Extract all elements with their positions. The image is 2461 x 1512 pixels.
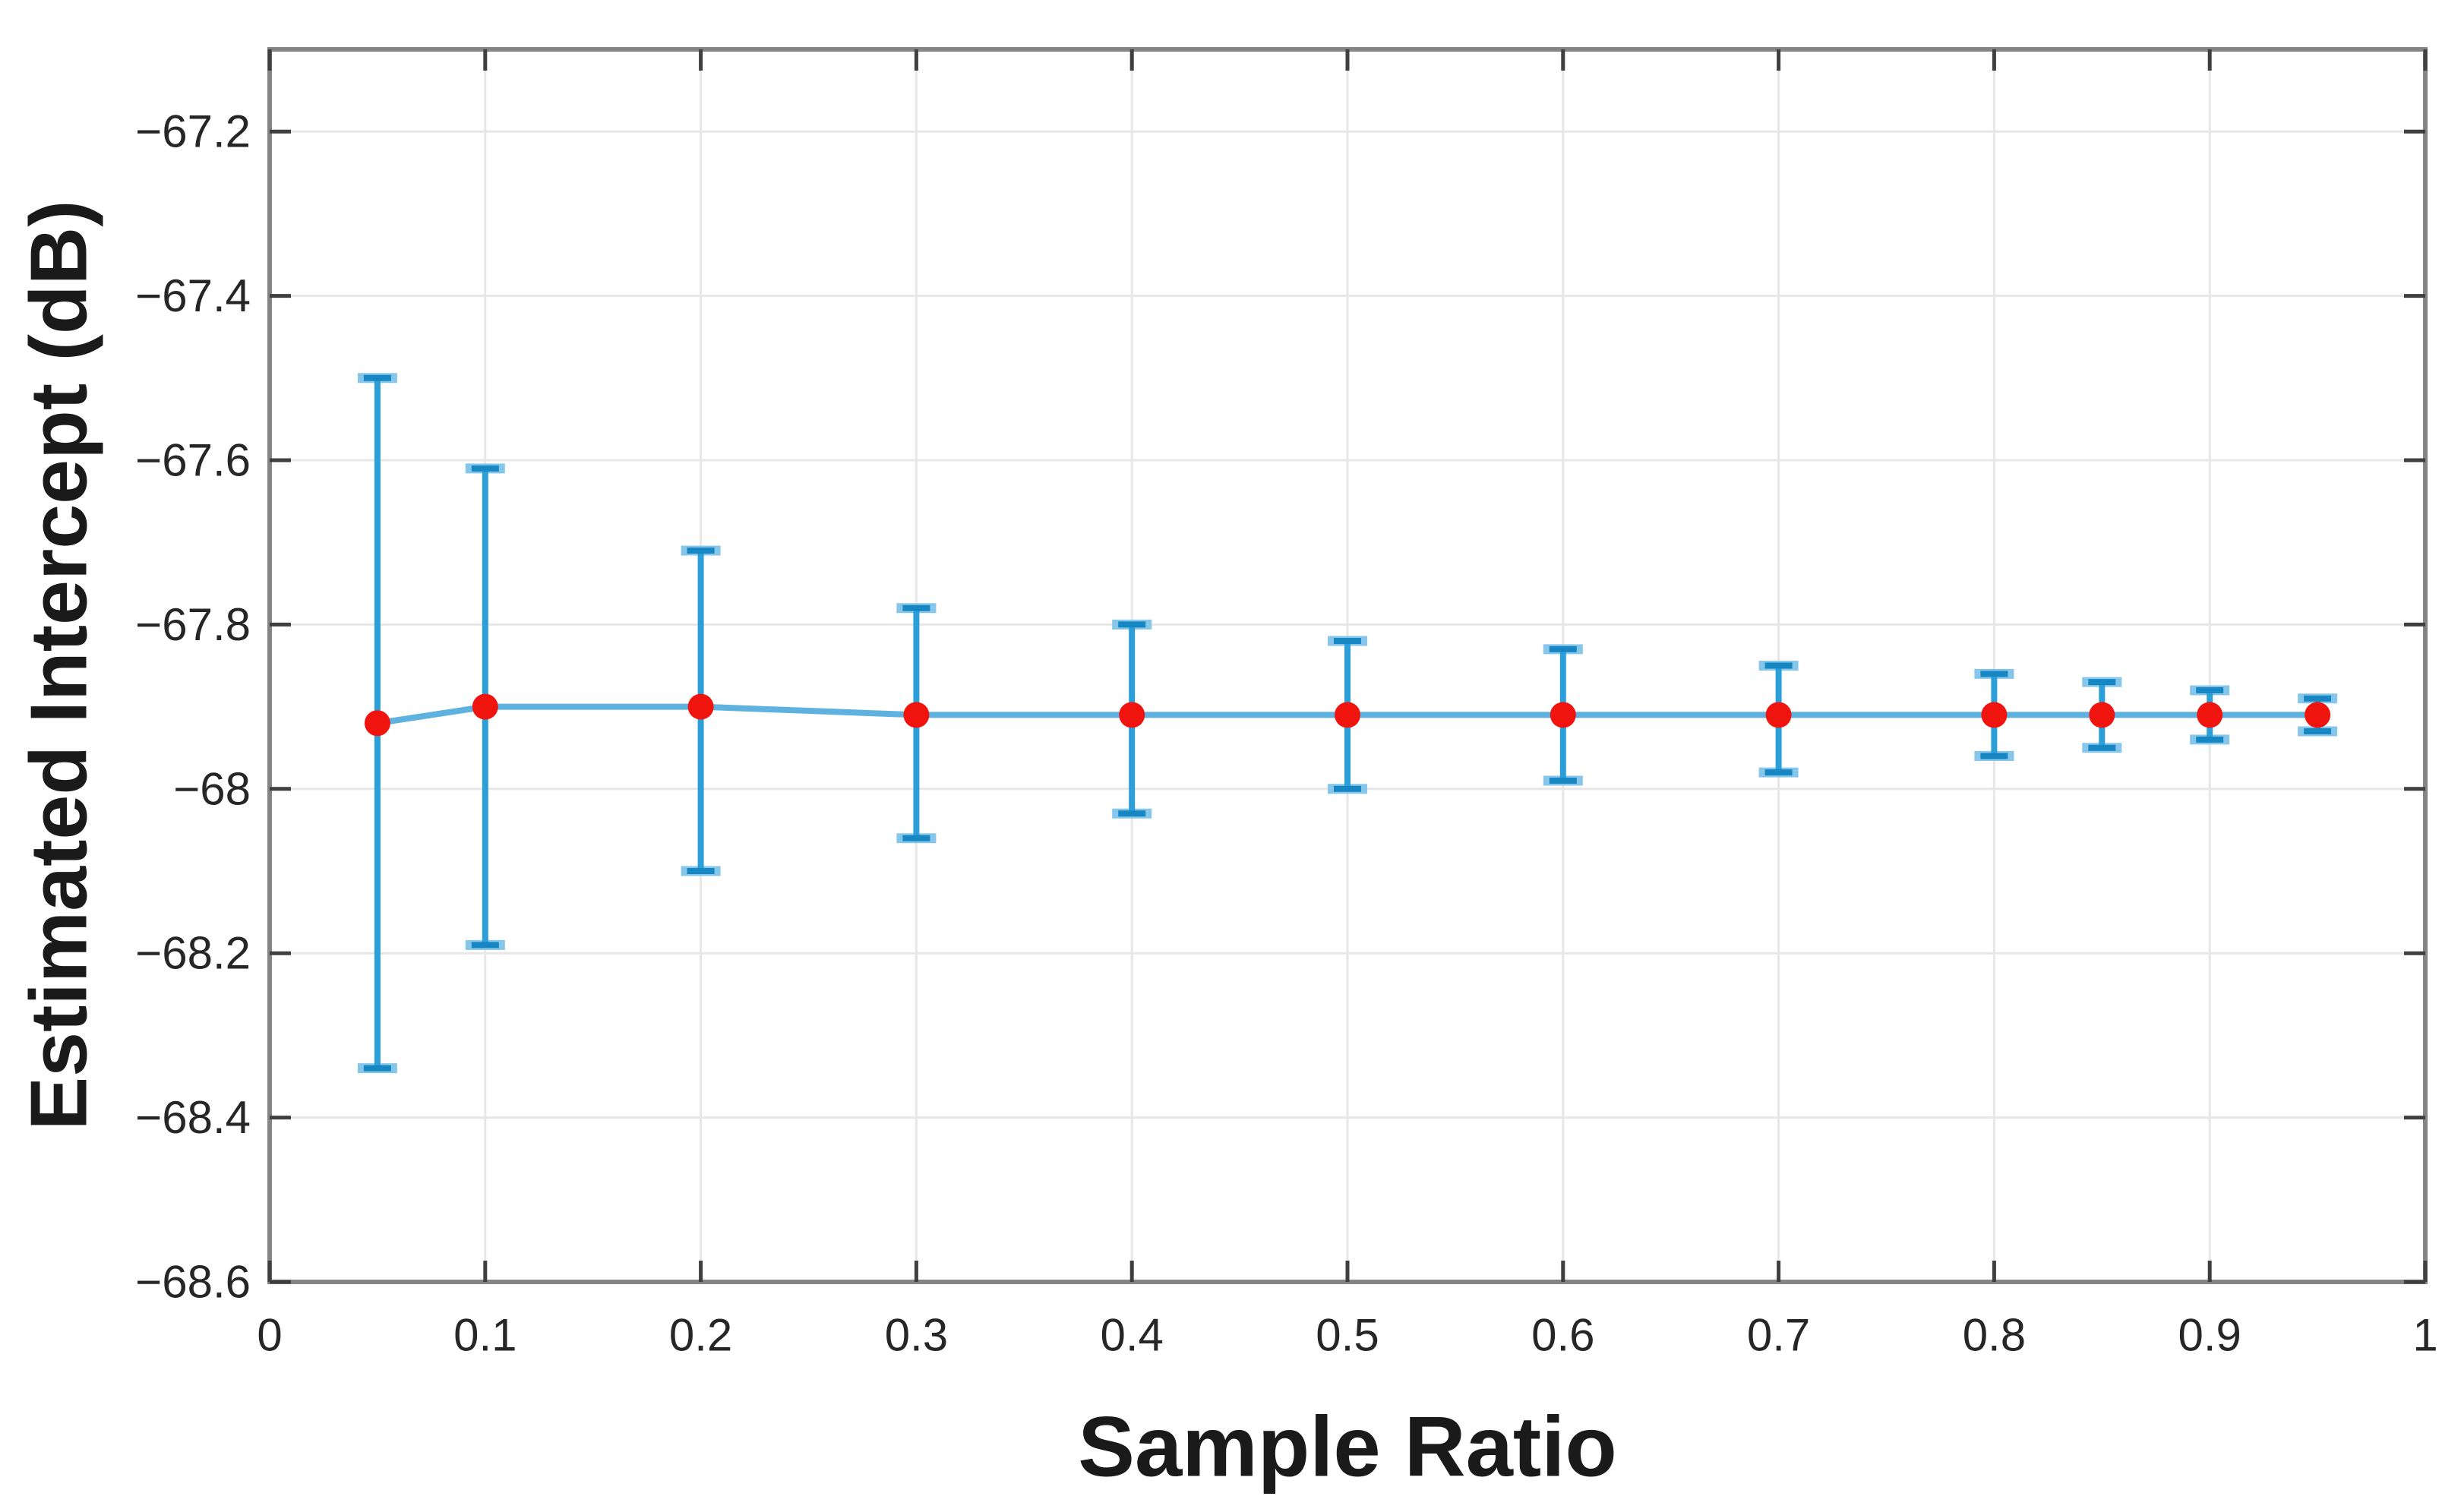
data-point-marker	[1119, 702, 1145, 728]
y-tick-label: −67.6	[135, 435, 251, 486]
data-point-marker	[1335, 702, 1360, 728]
x-tick-label: 1	[2412, 1310, 2437, 1361]
x-tick-label: 0.4	[1100, 1310, 1163, 1361]
x-tick-label: 0.9	[2178, 1310, 2241, 1361]
x-axis-label: Sample Ratio	[1078, 1399, 1617, 1495]
data-point-marker	[1981, 702, 2008, 728]
y-tick-label: −67.4	[135, 270, 251, 321]
data-point-marker	[2305, 702, 2331, 728]
x-tick-label: 0.5	[1316, 1310, 1379, 1361]
y-tick-label: −68.4	[135, 1092, 251, 1143]
y-tick-label: −68.2	[135, 928, 251, 979]
data-point-marker	[1550, 702, 1576, 728]
data-point-marker	[2197, 702, 2223, 728]
x-tick-label: 0.2	[669, 1310, 732, 1361]
y-axis-label: Estimated Intercept (dB)	[14, 200, 104, 1131]
y-tick-label: −68	[173, 763, 251, 814]
data-point-marker	[903, 702, 930, 728]
x-tick-label: 0.6	[1531, 1310, 1594, 1361]
x-tick-label: 0.1	[453, 1310, 517, 1361]
data-point-marker	[687, 693, 714, 720]
data-point-marker	[364, 710, 390, 737]
data-point-marker	[2089, 702, 2115, 728]
y-tick-label: −68.6	[135, 1257, 251, 1308]
data-point-marker	[472, 693, 498, 720]
y-tick-label: −67.8	[135, 599, 251, 650]
series-line	[377, 703, 2318, 727]
x-tick-label: 0.7	[1747, 1310, 1810, 1361]
x-tick-label: 0	[257, 1310, 282, 1361]
data-point-marker	[1765, 702, 1792, 728]
x-tick-label: 0.8	[1963, 1310, 2026, 1361]
y-tick-label: −67.2	[135, 106, 251, 157]
x-tick-label: 0.3	[885, 1310, 948, 1361]
